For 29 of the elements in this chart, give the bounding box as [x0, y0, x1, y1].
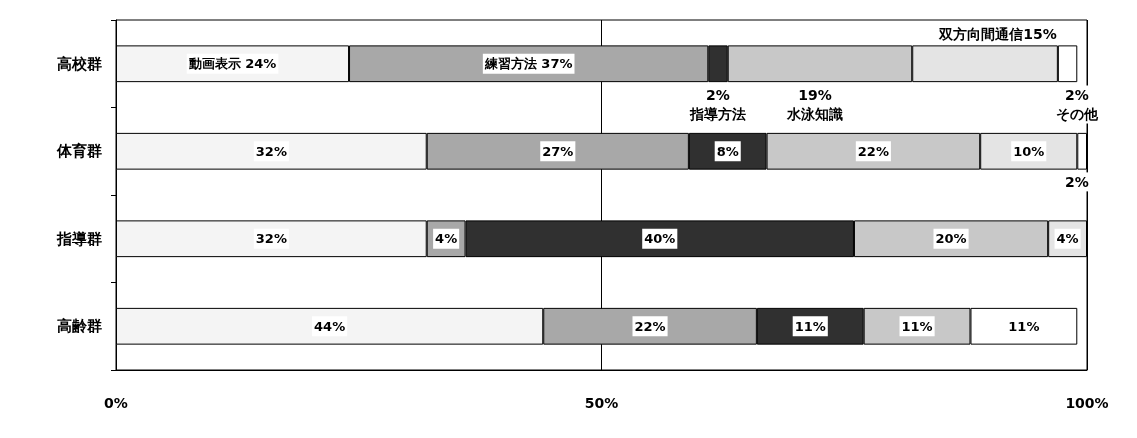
x-tick-label: 100% — [1065, 395, 1109, 411]
y-tick-label: 高齢群 — [57, 317, 102, 336]
data-label: 練習方法 37% — [483, 56, 573, 72]
data-label: 4% — [1056, 231, 1079, 247]
annotation: 2% 指導方法 — [689, 86, 746, 122]
data-label: 32% — [255, 231, 287, 247]
data-label: 11% — [1008, 318, 1040, 334]
y-tick-label: 高校群 — [57, 54, 102, 73]
data-label: 11% — [794, 318, 826, 334]
y-tick-label: 指導群 — [56, 229, 102, 248]
annotation: 2% その他 — [1056, 86, 1099, 122]
x-tick-label: 50% — [584, 395, 619, 411]
data-label: 20% — [935, 231, 967, 247]
annotation: 双方向間通信15% — [938, 26, 1057, 43]
data-label: 27% — [542, 143, 574, 159]
data-label: 40% — [644, 231, 676, 247]
data-label: 4% — [435, 231, 458, 247]
x-tick-label: 0% — [104, 395, 128, 411]
data-label: 8% — [716, 143, 739, 159]
y-tick-label: 体育群 — [56, 142, 102, 161]
data-label: 44% — [314, 318, 346, 334]
data-label: 22% — [857, 143, 889, 159]
data-label: 22% — [634, 318, 666, 334]
annotation: 19% 水泳知識 — [786, 86, 843, 122]
data-label: 11% — [901, 318, 933, 334]
data-label: 10% — [1013, 143, 1045, 159]
annotation: 2% — [1065, 173, 1089, 190]
data-label: 動画表示 24% — [187, 56, 277, 72]
data-label: 32% — [255, 143, 287, 159]
